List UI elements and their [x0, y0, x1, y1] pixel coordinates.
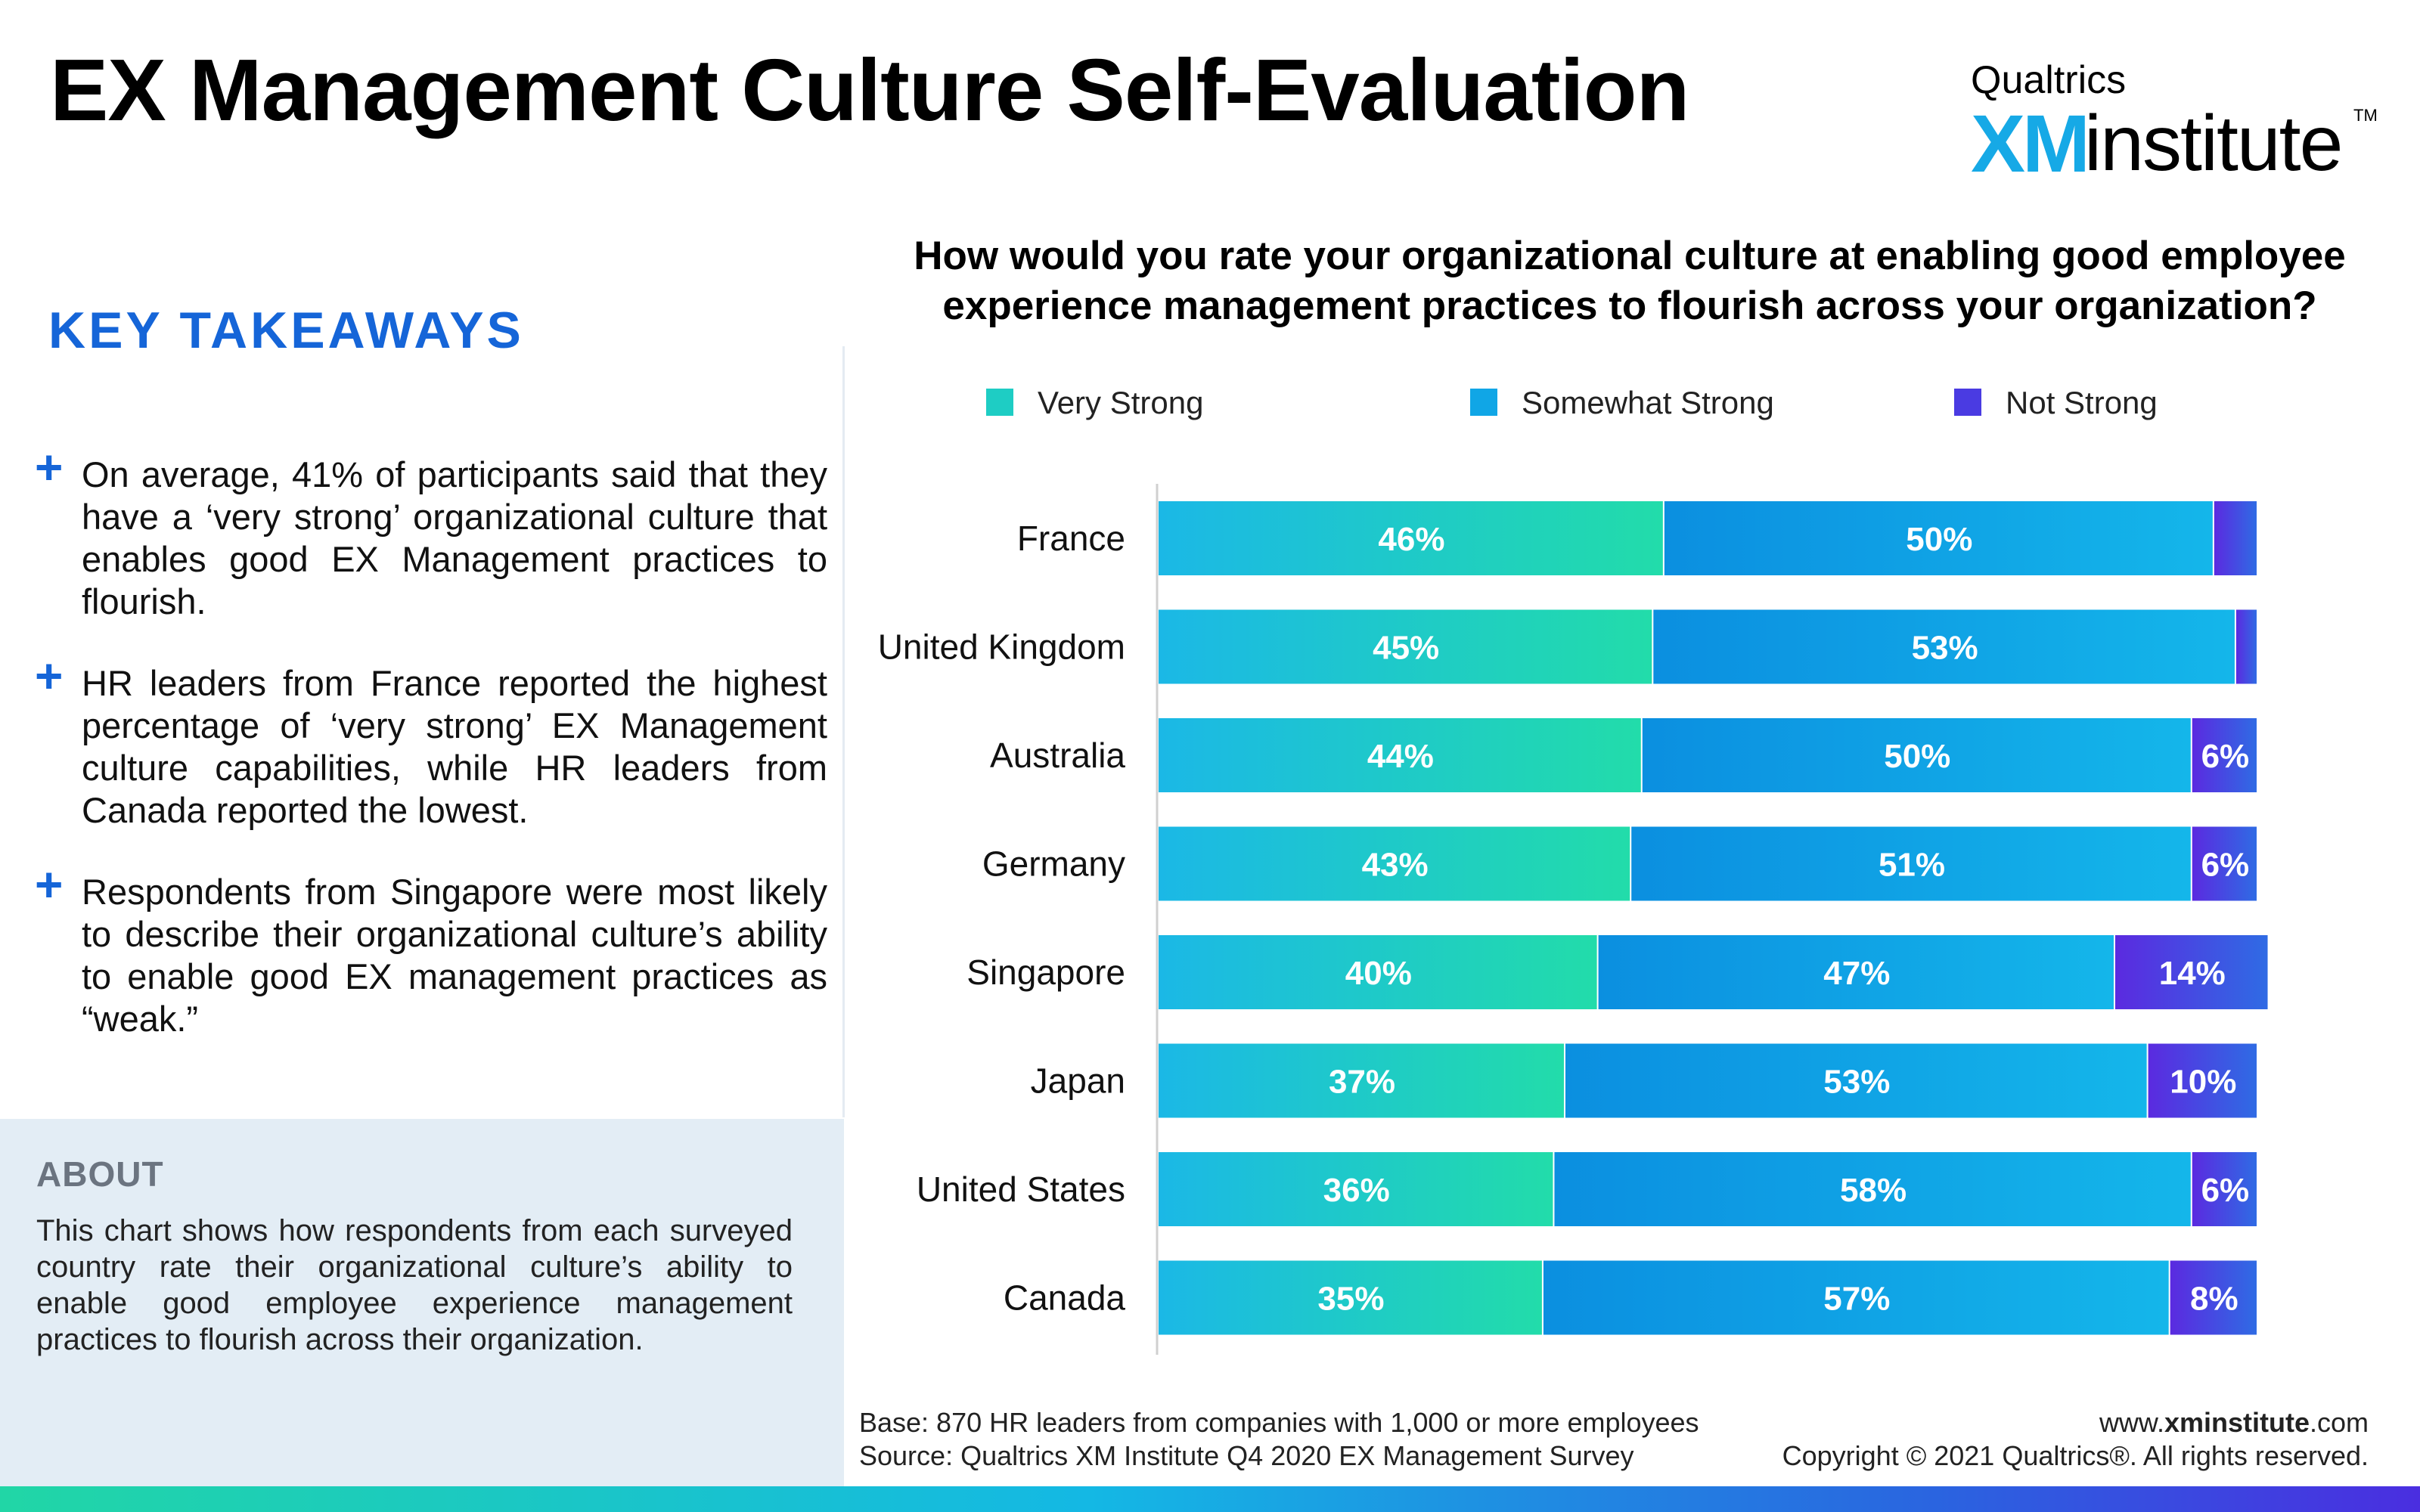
- bar-segment: [1159, 718, 1641, 792]
- footer-base: Base: 870 HR leaders from companies with…: [859, 1407, 1699, 1438]
- takeaway-text: Respondents from Singapore were most lik…: [82, 872, 827, 1039]
- data-label: 8%: [2190, 1281, 2238, 1318]
- footer-source: Source: Qualtrics XM Institute Q4 2020 E…: [859, 1440, 1634, 1471]
- data-label: 10%: [2170, 1064, 2236, 1101]
- data-label: 36%: [1323, 1172, 1390, 1209]
- bar-segment: [1159, 935, 1597, 1009]
- bar-segment: [1159, 826, 1630, 901]
- bar-segment: [1159, 501, 1663, 575]
- legend-swatch: [1470, 389, 1497, 416]
- bar-segment: [2192, 718, 2257, 792]
- bar-segment: [1159, 1152, 1553, 1226]
- category-label: United States: [917, 1170, 1125, 1209]
- data-label: 53%: [1823, 1064, 1890, 1101]
- logo-trademark: TM: [2353, 106, 2378, 125]
- footer-copyright: Copyright © 2021 Qualtrics®. All rights …: [1782, 1440, 2369, 1471]
- bar-segment: [1598, 935, 2114, 1009]
- footer-left: Base: 870 HR leaders from companies with…: [859, 1406, 1699, 1473]
- key-takeaways-heading: KEY TAKEAWAYS: [48, 302, 524, 359]
- chart-legend: Very Strong Somewhat Strong Not Strong: [986, 385, 2158, 420]
- data-label: 44%: [1367, 738, 1434, 775]
- logo-xm: XM: [1971, 98, 2090, 189]
- data-label: 51%: [1879, 847, 1945, 884]
- bar-segment: [2192, 1152, 2257, 1226]
- category-label: Japan: [1031, 1061, 1125, 1101]
- data-label: 57%: [1823, 1281, 1890, 1318]
- bar-segment: [2148, 1043, 2257, 1118]
- bar-segment: [1664, 501, 2213, 575]
- category-label: Germany: [982, 844, 1125, 884]
- footer-url[interactable]: www.xminstitute.com: [2099, 1407, 2369, 1438]
- logo-brand: Qualtrics: [1971, 58, 2127, 102]
- page-title: EX Management Culture Self-Evaluation: [50, 41, 1689, 139]
- category-label: France: [1017, 519, 1125, 558]
- data-label: 50%: [1906, 521, 1972, 558]
- bar-segment: [1642, 718, 2191, 792]
- bottom-gradient-band: [0, 1486, 2420, 1512]
- footer-right: www.xminstitute.com Copyright © 2021 Qua…: [1782, 1406, 2369, 1473]
- data-label: 58%: [1840, 1172, 1907, 1209]
- bar-segment: [1543, 1260, 2169, 1335]
- bar-segment: [1631, 826, 2191, 901]
- bar-segment: [1159, 609, 1652, 684]
- logo-institute: institute: [2084, 100, 2343, 187]
- takeaway-text: HR leaders from France reported the high…: [82, 663, 827, 830]
- chart-question: How would you rate your organizational c…: [914, 234, 2346, 328]
- chart-bars: France 46% 50% United Kingdom 45% 53% Australi…: [878, 501, 2268, 1335]
- category-label: Australia: [990, 736, 1125, 775]
- left-panel: KEY TAKEAWAYS + On average, 41% of parti…: [0, 0, 844, 1489]
- data-label: 6%: [2201, 1172, 2250, 1209]
- legend-label: Somewhat Strong: [1522, 385, 1774, 420]
- xm-institute-logo: Qualtrics XM institute TM: [1971, 57, 2378, 189]
- bar-segment: [1565, 1043, 2147, 1118]
- bar-segment: [1554, 1152, 2191, 1226]
- bar-segment: [1653, 609, 2235, 684]
- data-label: 43%: [1362, 847, 1429, 884]
- legend-label: Very Strong: [1038, 385, 1203, 420]
- data-label: 6%: [2201, 847, 2250, 884]
- takeaway-text: On average, 41% of participants said tha…: [82, 454, 827, 621]
- data-label: 37%: [1329, 1064, 1395, 1101]
- bar-segment: [2170, 1260, 2257, 1335]
- plus-icon: +: [35, 440, 64, 494]
- data-label: 53%: [1912, 630, 1978, 667]
- data-label: 40%: [1345, 955, 1412, 992]
- bar-segment: [1159, 1043, 1564, 1118]
- legend-swatch: [986, 389, 1013, 416]
- data-label: 45%: [1373, 630, 1439, 667]
- data-label: 35%: [1317, 1281, 1384, 1318]
- category-label: United Kingdom: [878, 627, 1125, 667]
- plus-icon: +: [35, 857, 64, 912]
- bar-segment: [2214, 501, 2257, 575]
- data-label: 6%: [2201, 738, 2250, 775]
- bar-segment: [1159, 1260, 1542, 1335]
- legend-label: Not Strong: [2006, 385, 2158, 420]
- about-text: This chart shows how respondents from ea…: [36, 1214, 793, 1356]
- panel-divider: [842, 346, 845, 1117]
- data-label: 46%: [1378, 521, 1444, 558]
- bar-segment: [2192, 826, 2257, 901]
- category-label: Canada: [1004, 1278, 1126, 1318]
- plus-icon: +: [35, 649, 64, 703]
- about-box: ABOUT This chart shows how respondents f…: [0, 1119, 844, 1489]
- category-label: Singapore: [966, 953, 1125, 992]
- about-heading: ABOUT: [36, 1154, 164, 1194]
- data-label: 50%: [1884, 738, 1950, 775]
- legend-swatch: [1954, 389, 1981, 416]
- data-label: 14%: [2159, 955, 2226, 992]
- bar-segment: [2235, 609, 2257, 684]
- bar-segment: [2114, 935, 2268, 1009]
- stacked-bar-chart: Very Strong Somewhat Strong Not Strong Fra…: [878, 385, 2268, 1355]
- data-label: 47%: [1823, 955, 1890, 992]
